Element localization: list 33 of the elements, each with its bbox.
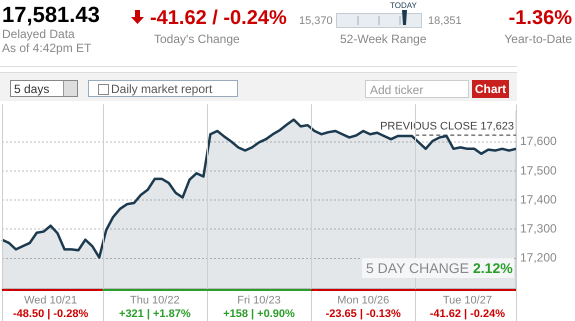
text: -41.62 / -0.24% <box>150 7 287 30</box>
text: 17,581.43 <box>2 2 100 28</box>
text: +158 | +0.90% <box>223 308 296 320</box>
text: 52-Week Range <box>340 32 426 46</box>
text: -41.62 | -0.24% <box>430 308 506 320</box>
y-tick-label: 17,300 <box>520 222 558 236</box>
annotation: 2.12% <box>473 260 513 276</box>
ticker-input: Add ticker <box>365 80 469 98</box>
y-tick-label: 17,200 <box>520 250 558 265</box>
text: 15,370 <box>299 15 333 27</box>
text: TODAY <box>390 1 417 10</box>
text: -48.50 | -0.28% <box>13 308 88 320</box>
text: -23.65 | -0.13% <box>326 308 402 320</box>
text: +321 | +1.87% <box>119 308 191 320</box>
x-tick-label: Mon 10/26 <box>337 294 390 307</box>
text: -1.36% <box>508 7 572 30</box>
y-tick-label: 17,500 <box>520 163 558 178</box>
annotation: 5 DAY CHANGE <box>366 260 469 276</box>
y-tick-label: 17,400 <box>520 192 558 206</box>
period-select: 5 days <box>10 80 78 97</box>
text: Today's Change <box>154 32 240 46</box>
text: As of 4:42pm ET <box>2 41 92 55</box>
report-checkbox: Daily market report <box>88 80 238 97</box>
ref-line-label: PREVIOUS CLOSE 17,623 <box>380 120 514 133</box>
x-tick-label: Tue 10/27 <box>442 294 492 307</box>
text: Year-to-Date <box>504 32 572 46</box>
x-tick-label: Wed 10/21 <box>24 294 78 307</box>
x-tick-label: Thu 10/22 <box>130 294 180 307</box>
x-tick-label: Fri 10/23 <box>237 294 281 307</box>
text: Delayed Data <box>2 27 75 41</box>
text: 18,351 <box>428 15 462 27</box>
chart-button: Chart <box>472 80 509 98</box>
y-tick-label: 17,600 <box>520 134 558 148</box>
